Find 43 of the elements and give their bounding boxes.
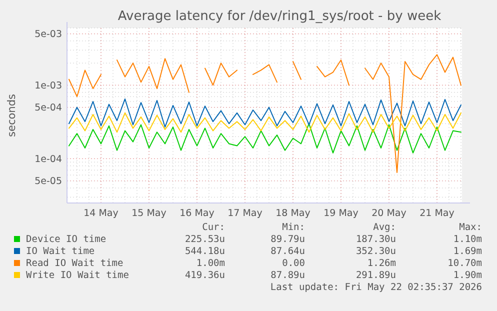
text: 1.69m — [453, 246, 482, 257]
line-series — [68, 123, 462, 154]
text: 10.70m — [448, 258, 482, 269]
x-tick-label: 17 May — [228, 208, 263, 219]
line-series — [68, 112, 462, 133]
text: 1.00m — [196, 258, 226, 269]
text: Min: — [282, 222, 305, 233]
text: 89.79u — [270, 234, 305, 245]
x-tick-label: 14 May — [84, 208, 119, 219]
legend-label: Read IO Wait time — [26, 258, 124, 269]
text: 419.36u — [184, 270, 225, 281]
text: 87.64u — [270, 246, 305, 257]
y-tick-label: 5e-03 — [34, 29, 62, 40]
text: 225.53u — [184, 234, 225, 245]
line-series — [68, 98, 462, 128]
chart-title: Average latency for /dev/ring1_sys/root - by week — [118, 9, 442, 24]
y-tick-label: 5e-04 — [34, 102, 62, 114]
text: 291.89u — [356, 270, 396, 281]
text: Last update: Fri May 22 02:35:37 2026 — [270, 282, 482, 293]
text: 1.10m — [453, 234, 482, 245]
text: Avg: — [373, 222, 396, 233]
y-tick-label: 1e-03 — [34, 80, 62, 92]
text: Cur: — [202, 222, 225, 233]
legend-label: Write IO Wait time — [26, 270, 130, 281]
text: 1.26m — [367, 258, 396, 269]
legend-label: IO Wait time — [26, 246, 95, 257]
text: 87.89u — [270, 270, 305, 281]
y-axis-title: seconds — [6, 94, 18, 137]
x-tick-label: 20 May — [372, 208, 407, 219]
x-tick-label: 19 May — [324, 208, 359, 219]
legend-label: Device IO time — [26, 234, 106, 245]
text: 352.30u — [356, 246, 396, 257]
x-tick-label: 18 May — [276, 208, 311, 219]
x-tick-label: 16 May — [180, 208, 215, 219]
text: 0.00 — [282, 258, 306, 269]
y-tick-label: 5e-05 — [34, 176, 62, 188]
y-tick-label: 1e-04 — [34, 154, 62, 166]
text: 1.90m — [453, 270, 482, 281]
x-tick-label: 21 May — [420, 208, 455, 219]
text: 187.30u — [356, 234, 396, 245]
text: 544.18u — [184, 246, 225, 257]
x-tick-label: 15 May — [132, 208, 167, 219]
text: Max: — [459, 222, 482, 233]
